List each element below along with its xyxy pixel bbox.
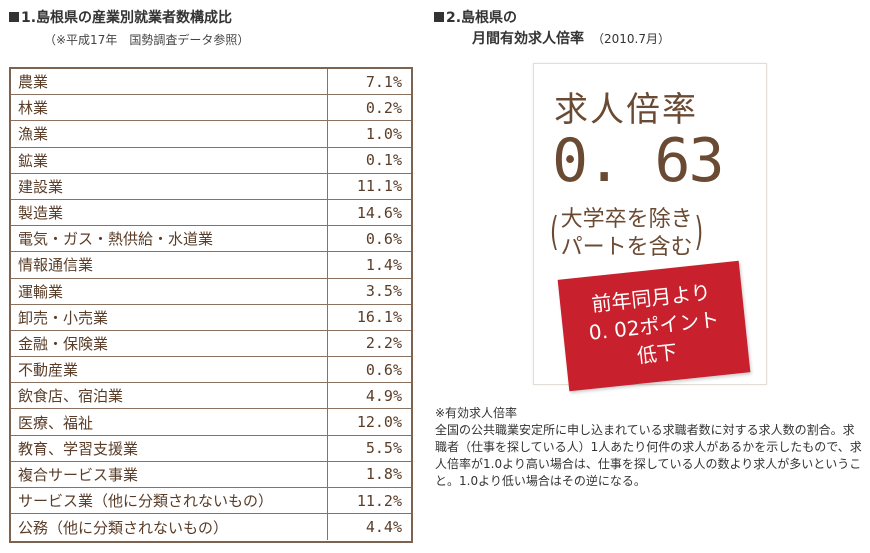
card-conditions: ( 大学卒を除き パートを含む ) <box>550 206 750 262</box>
industry-share: 16.1% <box>356 308 402 327</box>
right-paren: ) <box>694 210 704 256</box>
table-row: 運輸業 3.5% <box>11 278 411 305</box>
industry-share: 14.6% <box>356 203 402 222</box>
table-row: 複合サービス事業 1.8% <box>11 461 411 488</box>
square-bullet-icon <box>434 12 444 22</box>
job-ratio-title-text: 月間有効求人倍率 <box>472 31 584 47</box>
definition-note: ※有効求人倍率 全国の公共職業安定所に申し込まれている求職者数に対する求人数の割… <box>435 405 865 490</box>
industry-name: 建設業 <box>11 173 328 199</box>
industry-name: 漁業 <box>11 121 328 147</box>
table-row: 飲食店、宿泊業 4.9% <box>11 383 411 410</box>
industry-name: 鉱業 <box>11 147 328 173</box>
condition-line-2: パートを含む <box>560 235 693 260</box>
industry-name: 林業 <box>11 95 328 121</box>
condition-lines: 大学卒を除き パートを含む <box>561 206 693 262</box>
industry-share: 4.9% <box>365 386 402 405</box>
industry-section-title: 1.島根県の産業別就業者数構成比 <box>9 10 232 26</box>
table-row: 医療、福祉 12.0% <box>11 409 411 436</box>
industry-share: 3.5% <box>365 282 402 301</box>
job-ratio-title-line2: 月間有効求人倍率 （2010.7月） <box>472 31 670 47</box>
table-row: 金融・保険業 2.2% <box>11 330 411 358</box>
left-paren: ( <box>550 210 559 256</box>
industry-name: 医療、福祉 <box>11 409 328 435</box>
table-row: 公務（他に分類されないもの） 4.4% <box>11 514 411 541</box>
industry-name: 卸売・小売業 <box>11 304 328 330</box>
industry-title-text: 1.島根県の産業別就業者数構成比 <box>21 10 233 26</box>
industry-name: 公務（他に分類されないもの） <box>11 514 328 541</box>
industry-name: 複合サービス事業 <box>11 461 328 487</box>
table-row: サービス業（他に分類されないもの） 11.2% <box>11 488 411 515</box>
table-row: 電気・ガス・熱供給・水道業 0.6% <box>11 226 411 253</box>
table-row: 不動産業 0.6% <box>11 357 411 384</box>
table-row: 製造業 14.6% <box>11 199 411 227</box>
industry-share: 0.6% <box>365 229 402 248</box>
industry-name: 農業 <box>11 69 328 95</box>
industry-share: 4.4% <box>365 518 402 537</box>
industry-name: 飲食店、宿泊業 <box>11 383 328 409</box>
table-row: 情報通信業 1.4% <box>11 252 411 279</box>
industry-share: 0.6% <box>365 360 402 379</box>
job-ratio-title-line1: 2.島根県の <box>446 10 518 26</box>
change-badge: 前年同月より 0. 02ポイント 低下 <box>557 260 751 392</box>
industry-name: 教育、学習支援業 <box>11 435 328 461</box>
table-row: 農業 7.1% <box>11 69 411 96</box>
industry-share: 1.4% <box>365 255 402 274</box>
industry-name: 金融・保険業 <box>11 330 328 357</box>
industry-share: 11.2% <box>356 491 402 510</box>
table-row: 林業 0.2% <box>11 95 411 122</box>
industry-share: 7.1% <box>365 72 402 91</box>
industry-share: 2.2% <box>365 334 402 353</box>
industry-name: 電気・ガス・熱供給・水道業 <box>11 226 328 252</box>
industry-name: サービス業（他に分類されないもの） <box>11 488 328 514</box>
industry-table: 農業 7.1% 林業 0.2% 漁業 1.0% 鉱業 0.1% 建設業 11.1% 製造業 14.6%… <box>9 67 413 543</box>
industry-name: 製造業 <box>11 199 328 226</box>
note-heading: ※有効求人倍率 <box>435 406 518 420</box>
industry-share: 5.5% <box>365 439 402 458</box>
table-row: 鉱業 0.1% <box>11 147 411 174</box>
card-heading: 求人倍率 <box>554 90 698 130</box>
industry-share: 1.8% <box>365 465 402 484</box>
industry-name: 不動産業 <box>11 357 328 383</box>
industry-share: 1.0% <box>365 124 402 143</box>
job-ratio-section-title: 2.島根県の <box>434 10 517 26</box>
note-body: 全国の公共職業安定所に申し込まれている求職者数に対する求人数の割合。求職者（仕事… <box>435 423 862 488</box>
industry-name: 情報通信業 <box>11 252 328 278</box>
industry-name: 運輸業 <box>11 278 328 304</box>
job-ratio-value: 0. 63 <box>552 126 725 196</box>
table-row: 教育、学習支援業 5.5% <box>11 435 411 462</box>
industry-share: 12.0% <box>356 413 402 432</box>
industry-share: 0.1% <box>365 151 402 170</box>
table-row: 漁業 1.0% <box>11 121 411 148</box>
table-row: 建設業 11.1% <box>11 173 411 200</box>
industry-share: 0.2% <box>365 98 402 117</box>
industry-section-subtitle: （※平成17年 国勢調査データ参照） <box>44 33 250 47</box>
square-bullet-icon <box>9 12 19 22</box>
job-ratio-title-date: （2010.7月） <box>592 32 670 46</box>
condition-line-1: 大学卒を除き <box>560 207 693 232</box>
table-row: 卸売・小売業 16.1% <box>11 304 411 331</box>
industry-share: 11.1% <box>356 177 402 196</box>
